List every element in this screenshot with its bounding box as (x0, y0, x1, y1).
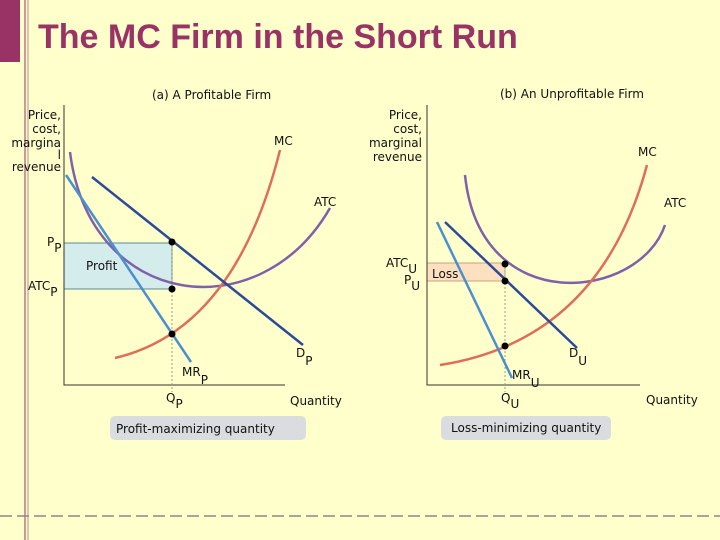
point (501, 260, 509, 268)
x-axis-label: Quantity (290, 394, 342, 408)
y-label-line: revenue (373, 150, 422, 164)
mr-label: MRP (182, 365, 208, 387)
demand-line (444, 221, 578, 349)
atc-level-label: ATCU (386, 256, 417, 276)
slide-title: The MC Firm in the Short Run (38, 18, 518, 56)
y-axis-label: Price, cost, margina l revenue (11, 108, 61, 174)
panel-b: (b) An Unprofitable Firm Price, cost, ma… (369, 87, 698, 440)
demand-line (91, 176, 304, 346)
panel-title: (a) A Profitable Firm (152, 88, 271, 102)
label-part: P (50, 285, 57, 299)
x-axis-label: Quantity (646, 393, 698, 407)
y-label-line: cost, (393, 122, 422, 136)
quantity-label: QU (501, 391, 519, 411)
axes (63, 105, 285, 386)
panel-a: (a) A Profitable Firm Price, cost, margi… (11, 88, 342, 440)
mc-curve (439, 164, 649, 367)
caption-box (441, 416, 611, 440)
point (168, 285, 176, 293)
label-part: U (510, 397, 519, 411)
y-axis-label: Price, cost, marginal revenue (369, 108, 422, 164)
y-label-line: Price, (389, 108, 422, 122)
atc-label: ATC (664, 196, 686, 210)
atc-curve (68, 151, 332, 288)
caption: Loss-minimizing quantity (451, 421, 601, 435)
label-part: P (305, 354, 312, 368)
point (501, 342, 509, 350)
label-part: Q (501, 391, 510, 405)
mc-label: MC (274, 134, 293, 148)
label-part: P (201, 373, 208, 387)
mc-label: MC (638, 145, 657, 159)
label-part: ATC (28, 279, 50, 293)
y-label-line: margina (11, 136, 61, 150)
label-part: P (54, 241, 61, 255)
point (168, 238, 176, 246)
label-part: U (408, 262, 417, 276)
label-part: U (411, 279, 420, 293)
point (501, 277, 509, 285)
label-part: P (47, 235, 54, 249)
point (168, 330, 176, 338)
label-part: U (578, 354, 587, 368)
atc-curve (463, 174, 667, 285)
quantity-label: QP (166, 391, 183, 411)
price-label: PP (47, 235, 62, 255)
axes (426, 105, 640, 386)
atc-level-label: ATCP (28, 279, 58, 299)
caption: Profit-maximizing quantity (116, 422, 275, 436)
demand-label: DU (569, 346, 587, 368)
label-part: D (296, 346, 305, 360)
label-part: ATC (386, 256, 408, 270)
panel-title: (b) An Unprofitable Firm (500, 87, 644, 101)
mr-line (435, 221, 514, 379)
demand-label: DP (296, 346, 313, 368)
atc-label: ATC (314, 195, 336, 209)
label-part: Q (166, 391, 175, 405)
mr-line (64, 174, 193, 363)
label-part: U (531, 376, 540, 390)
y-label-line: l (58, 148, 61, 162)
mr-label: MRU (512, 368, 540, 390)
y-label-line: Price, (28, 108, 61, 122)
area-label: Loss (432, 267, 458, 281)
label-part: MR (512, 368, 531, 382)
y-label-line: revenue (12, 160, 61, 174)
y-label-line: marginal (369, 136, 422, 150)
mc-curve (114, 149, 282, 360)
caption-box (110, 416, 306, 440)
label-part: MR (182, 365, 201, 379)
label-part: P (404, 273, 411, 287)
label-part: D (569, 346, 578, 360)
profit-area (63, 242, 173, 290)
label-part: P (175, 397, 182, 411)
area-label: Profit (86, 259, 118, 273)
y-label-line: cost, (32, 122, 61, 136)
price-label: PU (404, 273, 420, 293)
side-bar (0, 0, 20, 62)
